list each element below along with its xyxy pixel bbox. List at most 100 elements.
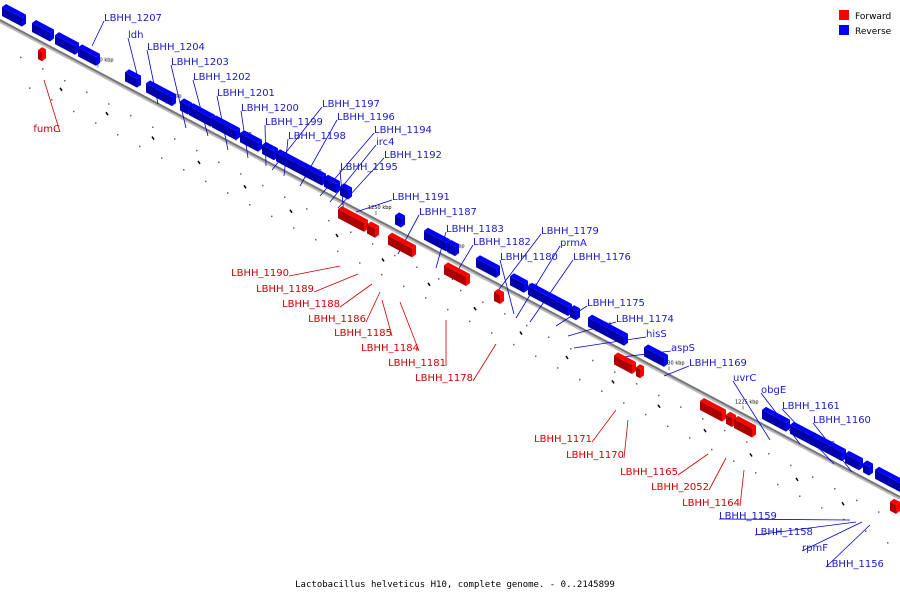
gene-label[interactable]: LBHH_1161 [782, 401, 840, 412]
dash-mark [565, 355, 569, 360]
gene-label[interactable]: rpmF [802, 543, 828, 554]
gene-label[interactable]: LBHH_1183 [446, 224, 504, 235]
gene-side [375, 225, 379, 238]
gene-label[interactable]: LBHH_1169 [689, 358, 747, 369]
gene-label[interactable]: LBHH_1199 [265, 117, 323, 128]
gene-label[interactable]: LBHH_1196 [337, 112, 395, 123]
gene-label[interactable]: ldh [128, 30, 143, 41]
dash-mark [105, 111, 109, 116]
gene-label[interactable]: LBHH_1191 [392, 192, 450, 203]
reverse-gene[interactable] [395, 212, 405, 228]
reverse-gene[interactable] [262, 141, 278, 161]
gene-label[interactable]: LBHH_1185 [334, 328, 392, 339]
gene-label[interactable]: LBHH_1201 [217, 88, 275, 99]
gene-label[interactable]: LBHH_1207 [104, 13, 162, 24]
gene-front [476, 258, 496, 278]
gene-label[interactable]: LBHH_1190 [231, 268, 289, 279]
forward-gene[interactable] [494, 288, 504, 304]
gene-label[interactable]: LBHH_1160 [813, 415, 871, 426]
gene-label[interactable]: LBHH_1182 [473, 237, 531, 248]
gene-side [896, 501, 900, 514]
gene-label[interactable]: LBHH_1203 [171, 57, 229, 68]
gene-label[interactable]: LBHH_1200 [241, 103, 299, 114]
dot [337, 250, 339, 253]
gene-label[interactable]: prmA [560, 238, 587, 249]
forward-gene[interactable] [636, 364, 644, 379]
forward-gene[interactable] [444, 262, 470, 286]
leader-line [313, 273, 359, 293]
gene-side [401, 215, 405, 228]
gene-label[interactable]: LBHH_1179 [541, 226, 599, 237]
gene-label[interactable]: LBHH_1164 [682, 498, 740, 509]
gene-label[interactable]: aspS [671, 343, 695, 354]
reverse-gene[interactable] [863, 460, 873, 476]
gene-label[interactable]: LBHH_1184 [361, 343, 419, 354]
gene-label[interactable]: LBHH_1195 [340, 162, 398, 173]
reverse-gene[interactable] [588, 314, 628, 346]
gene-label[interactable]: LBHH_1198 [288, 131, 346, 142]
gene-side [236, 128, 240, 141]
reverse-gene[interactable] [240, 130, 262, 152]
forward-gene[interactable] [338, 206, 368, 232]
reverse-gene[interactable] [644, 344, 668, 367]
gene-label[interactable]: obgE [761, 385, 786, 396]
forward-gene[interactable] [398, 237, 416, 258]
reverse-gene[interactable] [510, 273, 528, 293]
reverse-gene[interactable] [810, 432, 846, 462]
reverse-gene[interactable] [212, 115, 240, 141]
gene-label[interactable]: LBHH_1186 [308, 314, 366, 325]
gene-label[interactable]: LBHH_1194 [374, 125, 432, 136]
gene-label[interactable]: LBHH_1180 [500, 252, 558, 263]
gene-label[interactable]: LBHH_1192 [384, 150, 442, 161]
forward-gene[interactable] [614, 352, 636, 374]
forward-gene[interactable] [700, 398, 726, 422]
gene-label[interactable]: hisS [646, 329, 667, 340]
gene-top [240, 130, 262, 143]
forward-gene[interactable] [890, 498, 900, 514]
gene-label[interactable]: fumC [33, 124, 60, 135]
reverse-gene[interactable] [55, 32, 79, 55]
backbone-line [0, 19, 900, 498]
gene-label[interactable]: LBHH_1174 [616, 314, 674, 325]
forward-gene[interactable] [734, 416, 756, 438]
gene-label[interactable]: LBHH_1204 [147, 42, 205, 53]
gene-label[interactable]: LBHH_1176 [573, 252, 631, 263]
reverse-gene[interactable] [125, 69, 141, 88]
reverse-gene[interactable] [324, 174, 340, 194]
reverse-gene[interactable] [762, 406, 790, 432]
gene-label[interactable]: LBHH_1181 [388, 358, 446, 369]
forward-gene[interactable] [38, 47, 46, 62]
gene-label[interactable]: LBHH_1165 [620, 467, 678, 478]
reverse-gene[interactable] [570, 305, 580, 321]
reverse-gene[interactable] [146, 80, 176, 107]
gene-features[interactable] [2, 4, 900, 514]
reverse-gene[interactable] [447, 239, 459, 257]
gene-front [700, 401, 722, 422]
gene-label[interactable]: LBHH_1189 [256, 284, 314, 295]
reverse-gene[interactable] [340, 183, 352, 200]
reverse-gene[interactable] [2, 4, 26, 27]
dot [636, 383, 638, 385]
gene-label[interactable]: LBHH_1158 [755, 527, 813, 538]
gene-label[interactable]: LBHH_1156 [826, 559, 884, 570]
gene-label[interactable]: LBHH_1175 [587, 298, 645, 309]
gene-label[interactable]: LBHH_1197 [322, 99, 380, 110]
gene-label[interactable]: irc4 [376, 137, 395, 148]
gene-label[interactable]: LBHH_1202 [193, 72, 251, 83]
reverse-gene[interactable] [294, 158, 326, 186]
gene-label[interactable]: LBHH_1171 [534, 434, 592, 445]
gene-label[interactable]: LBHH_1178 [415, 373, 473, 384]
gene-front [447, 242, 455, 257]
gene-label[interactable]: LBHH_1187 [419, 207, 477, 218]
reverse-gene[interactable] [32, 19, 54, 42]
reverse-gene[interactable] [845, 450, 863, 471]
gene-label[interactable]: uvrC [733, 373, 756, 384]
gene-label[interactable]: LBHH_1170 [566, 450, 624, 461]
gene-label[interactable]: LBHH_2052 [651, 482, 709, 493]
reverse-gene[interactable] [78, 44, 100, 66]
gene-label[interactable]: LBHH_1188 [282, 299, 340, 310]
forward-gene[interactable] [367, 221, 379, 238]
gene-label[interactable]: LBHH_1159 [719, 511, 777, 522]
reverse-gene[interactable] [875, 466, 900, 493]
reverse-gene[interactable] [476, 255, 500, 278]
